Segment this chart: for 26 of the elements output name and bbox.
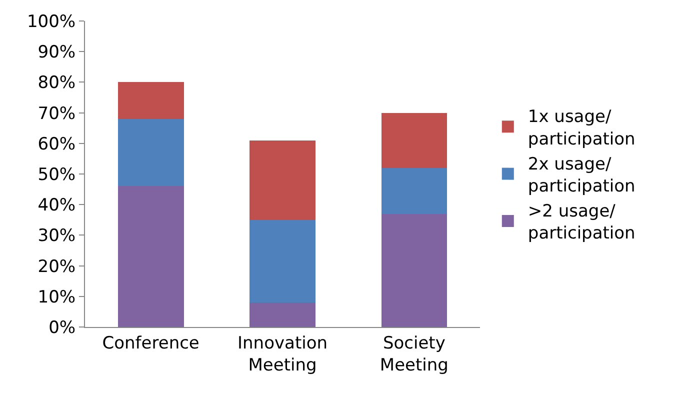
y-tick-label: 70% [38,104,76,124]
y-tick-label: 100% [26,12,76,32]
legend-label: 1x usage/ participation [528,107,636,150]
y-tick-label: 0% [48,318,76,338]
bar [381,214,448,327]
bar [381,168,448,214]
bar [250,302,316,327]
x-tick-label: Conference [102,333,200,354]
y-tick-label: 20% [38,256,76,277]
bar [250,140,316,220]
bar [118,186,184,327]
y-tick-label: 90% [38,42,76,63]
bar [250,220,316,303]
bar [381,112,448,168]
y-tick-label: 10% [38,287,76,308]
bar [118,82,184,119]
x-tick-label: Society Meeting [380,333,448,376]
legend-label: >2 usage/ participation [528,202,636,244]
y-tick-label: 80% [38,73,76,94]
y-tick-label: 60% [38,134,76,154]
bar [118,118,184,186]
y-tick-label: 50% [38,164,76,185]
x-tick-label: Innovation Meeting [237,333,328,376]
y-tick-label: 30% [38,226,76,246]
y-tick-label: 40% [38,196,76,216]
legend-label: 2x usage/ participation [528,154,636,196]
